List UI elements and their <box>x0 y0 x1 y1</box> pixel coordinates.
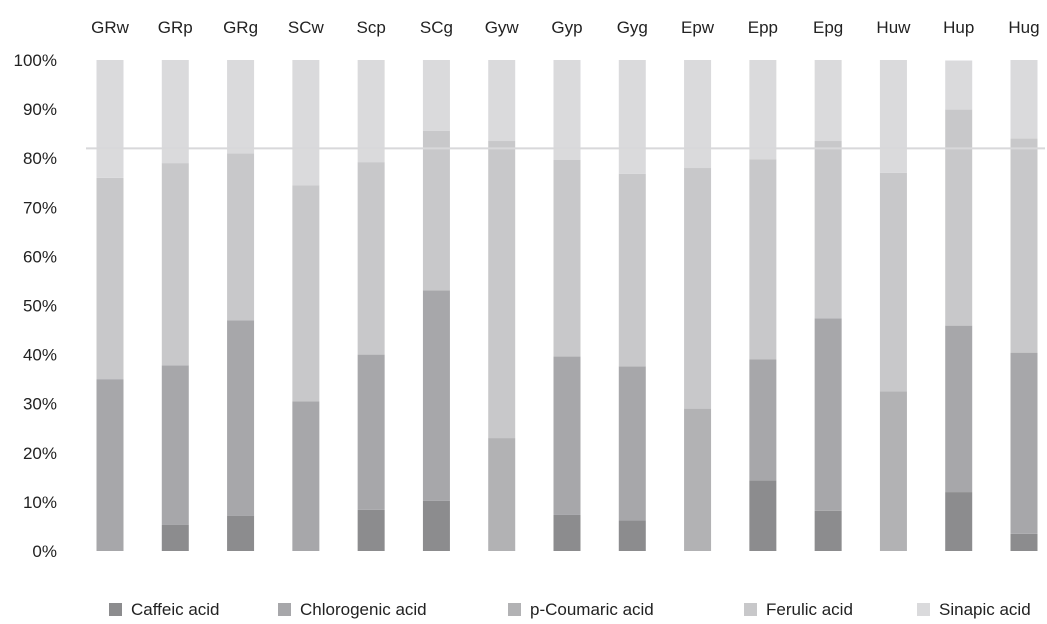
legend-label: Chlorogenic acid <box>300 600 427 619</box>
legend-swatch <box>109 603 122 616</box>
x-tick-label: GRg <box>223 18 258 37</box>
bar-segment <box>292 401 320 551</box>
bar-segment <box>292 60 320 186</box>
x-tick-label: GRw <box>91 18 130 37</box>
x-tick-label: Hug <box>1008 18 1039 37</box>
bar-segment <box>161 524 189 551</box>
bar-segment <box>227 515 255 551</box>
bar-segment <box>292 185 320 402</box>
bar-segment <box>96 177 124 380</box>
bar-segment <box>161 365 189 525</box>
x-tick-label: Epw <box>681 18 715 37</box>
bar-segment <box>488 438 516 551</box>
bar-segment <box>1010 138 1038 353</box>
y-tick-label: 40% <box>23 346 57 365</box>
bar-segment <box>227 60 255 154</box>
bar-segment <box>618 366 646 521</box>
bar-segment <box>1010 60 1038 139</box>
y-axis: 0% 10% 20% 30% 40% 50% 60% 70% 80% 90% 100% <box>14 51 57 561</box>
bar-segment <box>945 109 973 326</box>
y-tick-label: 50% <box>23 297 57 316</box>
bar-segment <box>945 492 973 551</box>
y-tick-label: 30% <box>23 395 57 414</box>
bar-segment <box>357 162 385 355</box>
bar-segment <box>553 356 581 515</box>
legend-swatch <box>917 603 930 616</box>
bar-segment <box>1010 533 1038 551</box>
legend-swatch <box>278 603 291 616</box>
bar-segment <box>814 510 842 551</box>
bar-segment <box>96 379 124 551</box>
x-tick-label: Gyp <box>551 18 582 37</box>
bar-segment <box>357 354 385 510</box>
bar-segment <box>161 163 189 366</box>
y-tick-label: 70% <box>23 198 57 217</box>
bar-segment <box>814 60 842 142</box>
y-tick-label: 20% <box>23 444 57 463</box>
x-tick-label: Epp <box>748 18 778 37</box>
bar-segment <box>684 408 712 551</box>
bar-segment <box>618 520 646 551</box>
bar-segment <box>618 173 646 367</box>
bar-segment <box>749 159 777 360</box>
bar-segment <box>1010 352 1038 534</box>
legend-label: p-Coumaric acid <box>530 600 654 619</box>
bar-segment <box>945 60 973 110</box>
bar-segment <box>749 359 777 481</box>
bar-segment <box>879 172 907 392</box>
legend-label: Ferulic acid <box>766 600 853 619</box>
y-tick-label: 10% <box>23 493 57 512</box>
bar-segment <box>814 141 842 319</box>
legend-label: Sinapic acid <box>939 600 1031 619</box>
x-tick-label: Gyg <box>617 18 648 37</box>
bar-segment <box>227 320 255 516</box>
bar-segment <box>488 141 516 439</box>
bar-segment <box>618 60 646 174</box>
x-tick-label: Epg <box>813 18 843 37</box>
y-tick-label: 60% <box>23 247 57 266</box>
bar-segment <box>553 514 581 551</box>
bar-segment <box>422 500 450 551</box>
y-tick-label: 90% <box>23 100 57 119</box>
x-tick-label: SCg <box>420 18 453 37</box>
x-tick-label: Scp <box>356 18 385 37</box>
y-tick-label: 80% <box>23 149 57 168</box>
bar-segment <box>553 159 581 357</box>
y-tick-label: 100% <box>14 51 57 70</box>
legend-label: Caffeic acid <box>131 600 220 619</box>
bar-segment <box>814 318 842 511</box>
bar-segment <box>749 480 777 551</box>
legend-swatch <box>508 603 521 616</box>
bar-segment <box>488 60 516 142</box>
bar-segment <box>357 509 385 551</box>
bar-segment <box>161 60 189 164</box>
bar-segment <box>684 60 712 169</box>
y-tick-label: 0% <box>32 542 57 561</box>
bar-segment <box>684 168 712 409</box>
x-tick-label: Huw <box>876 18 911 37</box>
bar-segment <box>357 60 385 163</box>
bar-segment <box>422 130 450 291</box>
bar-segment <box>879 60 907 173</box>
bar-segment <box>749 60 777 160</box>
bar-segment <box>553 60 581 160</box>
bar-segment <box>422 60 450 131</box>
bar-segment <box>879 391 907 551</box>
x-axis: GRw GRp GRg SCw Scp SCg Gyw Gyp Gyg Epw Epp Epg Huw H… <box>91 18 1039 37</box>
legend-swatch <box>744 603 757 616</box>
x-tick-label: GRp <box>158 18 193 37</box>
x-tick-label: SCw <box>288 18 325 37</box>
x-tick-label: Gyw <box>485 18 520 37</box>
bar-segment <box>422 290 450 501</box>
bars <box>96 60 1038 551</box>
legend: Caffeic acid Chlorogenic acid p-Coumaric a… <box>109 600 1031 619</box>
bar-segment <box>227 153 255 321</box>
bar-segment <box>96 60 124 178</box>
bar-segment <box>945 325 973 493</box>
x-tick-label: Hup <box>943 18 974 37</box>
